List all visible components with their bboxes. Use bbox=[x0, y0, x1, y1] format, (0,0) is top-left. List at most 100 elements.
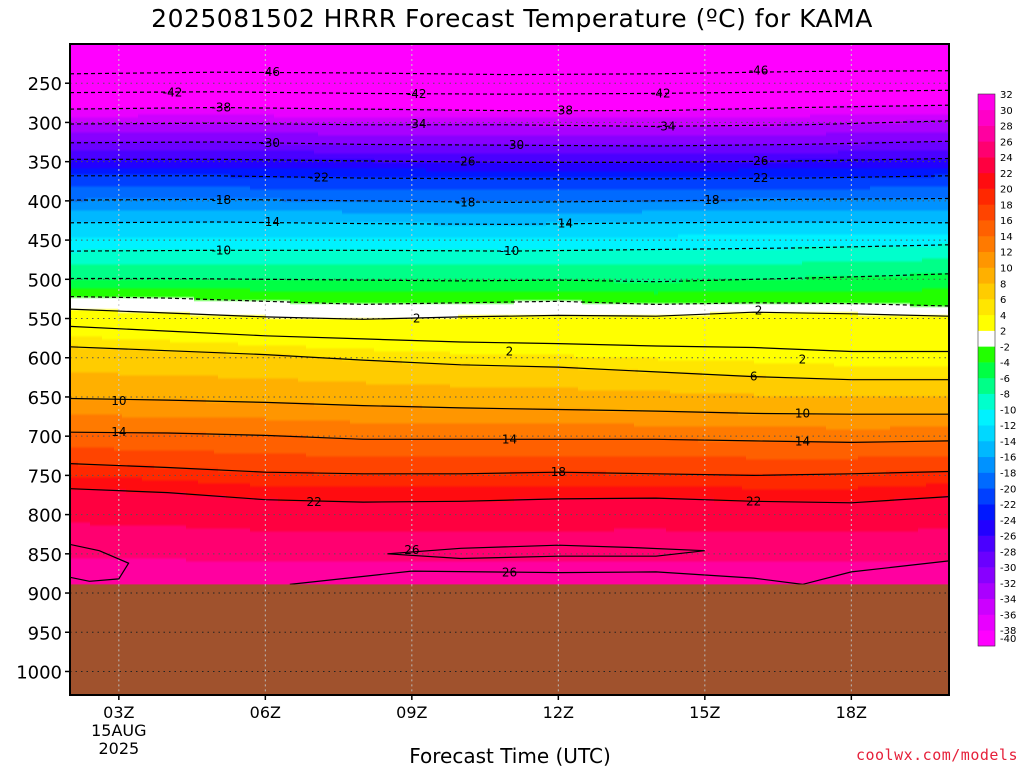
y-tick-label: 1000 bbox=[16, 662, 62, 683]
colorbar-label: -24 bbox=[1000, 516, 1016, 527]
colorbar-swatch bbox=[978, 299, 995, 316]
fill-strip bbox=[886, 44, 891, 695]
fill-strip bbox=[278, 44, 283, 695]
colorbar-label: 22 bbox=[1000, 169, 1013, 180]
contour-label: -46 bbox=[260, 65, 280, 79]
fill-strip bbox=[742, 44, 747, 695]
colorbar-swatch bbox=[978, 267, 995, 284]
fill-strip bbox=[314, 44, 319, 695]
fill-strip bbox=[454, 44, 459, 695]
colorbar-swatch bbox=[978, 519, 995, 536]
colorbar-swatch bbox=[978, 472, 995, 489]
fill-strip bbox=[498, 44, 503, 695]
fill-strip bbox=[698, 44, 703, 695]
temperature-fill-bands bbox=[70, 44, 949, 695]
fill-strip bbox=[442, 44, 447, 695]
ground-fill bbox=[70, 584, 949, 695]
contour-label: 22 bbox=[307, 495, 322, 509]
fill-strip bbox=[362, 44, 367, 695]
colorbar-label: -40 bbox=[1000, 634, 1016, 645]
x-tick-label: 06Z bbox=[250, 703, 281, 722]
colorbar-label: -28 bbox=[1000, 547, 1016, 558]
fill-strip bbox=[782, 44, 787, 695]
contour-label: 18 bbox=[551, 465, 566, 479]
colorbar-label: 8 bbox=[1000, 279, 1006, 290]
colorbar-label: 6 bbox=[1000, 295, 1006, 306]
fill-strip bbox=[878, 44, 883, 695]
contour-label: -26 bbox=[456, 155, 476, 169]
isotherm-plus26 bbox=[289, 560, 949, 586]
fill-strip bbox=[586, 44, 591, 695]
fill-strip bbox=[722, 44, 727, 695]
fill-strip bbox=[562, 44, 567, 695]
fill-strip bbox=[522, 44, 527, 695]
colorbar-label: -20 bbox=[1000, 484, 1016, 495]
fill-strip bbox=[570, 44, 575, 695]
fill-strip bbox=[818, 44, 823, 695]
fill-strip bbox=[630, 44, 635, 695]
colorbar-label: 28 bbox=[1000, 122, 1013, 133]
fill-strip bbox=[746, 44, 751, 695]
fill-strip bbox=[242, 44, 247, 695]
fill-strip bbox=[542, 44, 547, 695]
y-tick-label: 950 bbox=[28, 623, 62, 644]
contour-label: -34 bbox=[656, 119, 676, 133]
y-tick-label: 450 bbox=[28, 231, 62, 252]
contour-label: 2 bbox=[799, 352, 807, 366]
fill-strip bbox=[862, 44, 867, 695]
chart-title: 2025081502 HRRR Forecast Temperature (ºC… bbox=[0, 4, 1024, 33]
x-tick-label: 09Z bbox=[396, 703, 427, 722]
x-tick-sublabel: 2025 bbox=[98, 739, 139, 758]
isotherm-plus26 bbox=[70, 543, 130, 582]
colorbar-swatch bbox=[978, 456, 995, 473]
fill-strip bbox=[374, 44, 379, 695]
isotherm-plus18 bbox=[70, 463, 949, 477]
colorbar-label: -36 bbox=[1000, 610, 1016, 621]
x-tick-label: 03Z bbox=[103, 703, 134, 722]
x-tick-sublabel: 15AUG bbox=[91, 721, 146, 740]
fill-strip bbox=[670, 44, 675, 695]
fill-strip bbox=[398, 44, 403, 695]
colorbar-swatch bbox=[978, 141, 995, 158]
fill-strip bbox=[106, 44, 111, 695]
fill-strip bbox=[142, 44, 147, 695]
fill-strip bbox=[642, 44, 647, 695]
colorbar-label: -4 bbox=[1000, 358, 1010, 369]
fill-strip bbox=[822, 44, 827, 695]
fill-strip bbox=[566, 44, 571, 695]
fill-strip bbox=[738, 44, 743, 695]
fill-strip bbox=[870, 44, 875, 695]
fill-strip bbox=[482, 44, 487, 695]
fill-strip bbox=[230, 44, 235, 695]
fill-strip bbox=[150, 44, 155, 695]
fill-strip bbox=[858, 44, 863, 695]
fill-strip bbox=[210, 44, 215, 695]
colorbar-swatch bbox=[978, 94, 995, 111]
fill-strip bbox=[546, 44, 551, 695]
fill-strip bbox=[318, 44, 323, 695]
contour-label: 2 bbox=[755, 304, 763, 318]
source-credit: coolwx.com/models bbox=[856, 746, 1018, 764]
y-tick-label: 350 bbox=[28, 153, 62, 174]
fill-strip bbox=[910, 44, 915, 695]
contour-label: -42 bbox=[163, 86, 183, 100]
colorbar-swatch bbox=[978, 220, 995, 237]
fill-strip bbox=[866, 44, 871, 695]
fill-strip bbox=[654, 44, 659, 695]
colorbar-label: -34 bbox=[1000, 595, 1016, 606]
fill-strip bbox=[894, 44, 899, 695]
y-tick-label: 300 bbox=[28, 113, 62, 134]
fill-strip bbox=[458, 44, 463, 695]
colorbar-label: 4 bbox=[1000, 311, 1006, 322]
fill-strip bbox=[526, 44, 531, 695]
fill-strip bbox=[182, 44, 187, 695]
fill-strip bbox=[90, 44, 95, 695]
contour-label: -30 bbox=[505, 138, 525, 152]
fill-strip bbox=[554, 44, 559, 695]
contour-label: -42 bbox=[407, 87, 427, 101]
colorbar-label: -38 bbox=[1000, 626, 1016, 637]
contour-label: 22 bbox=[746, 494, 761, 508]
fill-strip bbox=[730, 44, 735, 695]
fill-strip bbox=[678, 44, 683, 695]
